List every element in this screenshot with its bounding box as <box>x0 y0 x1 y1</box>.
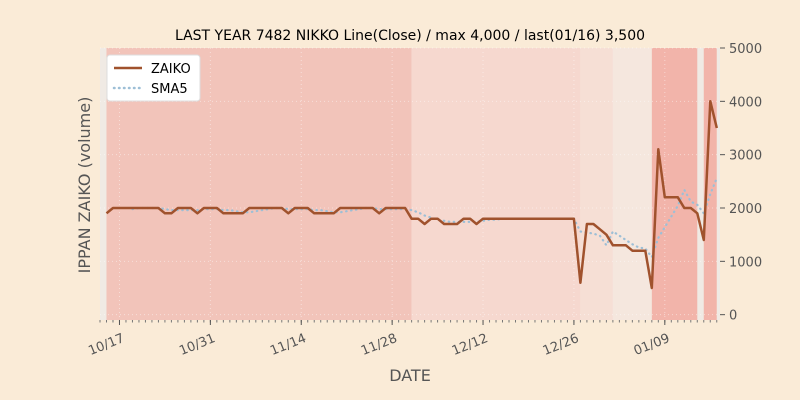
y-tick-label: 0 <box>729 309 737 324</box>
y-axis-label: IPPAN ZAIKO (volume) <box>75 97 94 274</box>
series-line-zaiko <box>105 100 719 290</box>
y-tick-label: 4000 <box>729 95 762 110</box>
background-band-1 <box>411 48 581 320</box>
plot-area <box>100 47 720 320</box>
y-tick-label: 3000 <box>729 149 762 164</box>
background-band-4 <box>651 48 698 320</box>
legend-label-zaiko: ZAIKO <box>151 62 191 77</box>
y-tick-label: 2000 <box>729 202 762 217</box>
chart-title: LAST YEAR 7482 NIKKO Line(Close) / max 4… <box>175 28 645 44</box>
legend: ZAIKO SMA5 <box>106 54 201 102</box>
legend-label-sma5: SMA5 <box>151 82 188 97</box>
background-band-2 <box>580 48 613 320</box>
y-axis: 0 1000 2000 3000 4000 5000 <box>720 42 762 324</box>
grid-lines <box>100 47 720 320</box>
legend-box <box>106 54 201 102</box>
y-tick-label: 5000 <box>729 42 762 57</box>
series-line-sma5 <box>131 177 718 259</box>
background-band-3 <box>612 48 652 320</box>
y-tick-label: 1000 <box>729 255 762 270</box>
x-axis-label: DATE <box>389 366 431 385</box>
series-layer <box>105 100 719 290</box>
